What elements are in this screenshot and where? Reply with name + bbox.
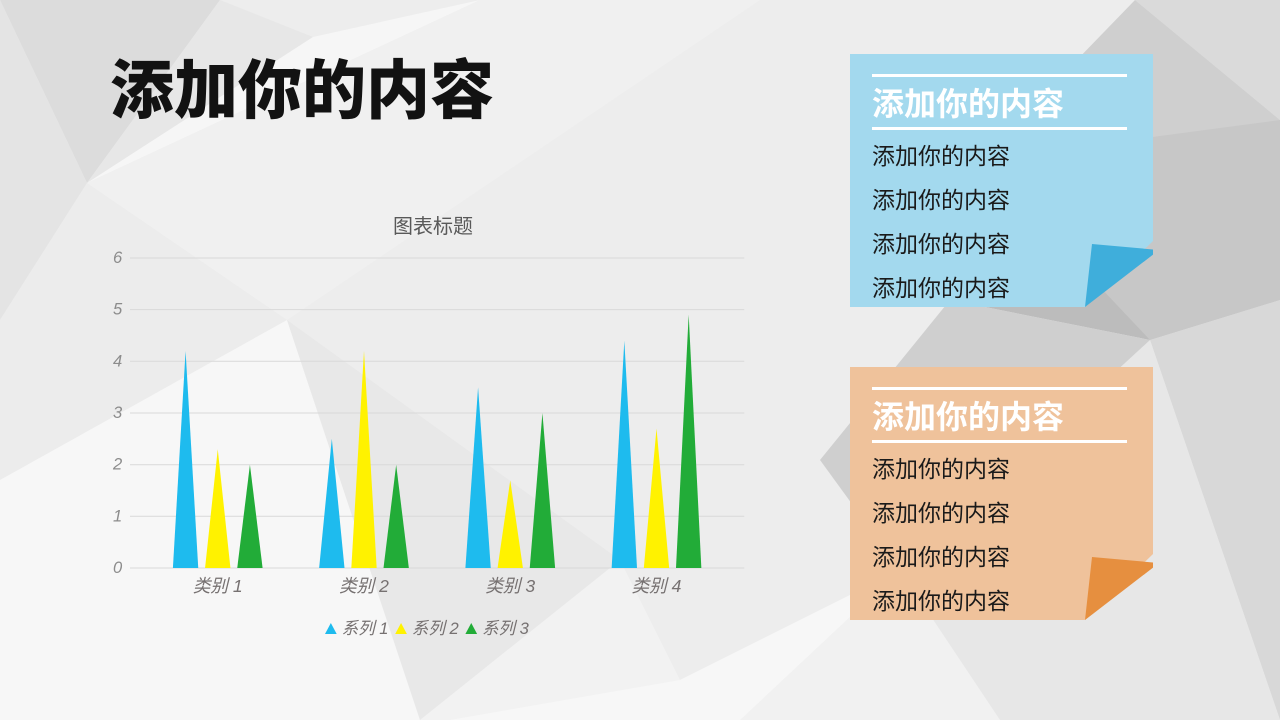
svg-text:系列 3: 系列 3 <box>482 619 530 638</box>
svg-text:类别 2: 类别 2 <box>339 576 389 596</box>
svg-text:3: 3 <box>113 403 123 422</box>
svg-text:0: 0 <box>113 558 123 577</box>
svg-text:4: 4 <box>113 351 122 370</box>
svg-text:2: 2 <box>112 455 123 474</box>
svg-text:类别 4: 类别 4 <box>632 576 682 596</box>
svg-text:6: 6 <box>113 248 123 267</box>
svg-text:1: 1 <box>113 506 122 525</box>
svg-text:类别 1: 类别 1 <box>193 576 243 596</box>
svg-text:系列 1: 系列 1 <box>342 619 389 638</box>
svg-text:5: 5 <box>113 299 123 318</box>
svg-text:系列 2: 系列 2 <box>412 619 460 638</box>
svg-text:类别 3: 类别 3 <box>485 576 535 596</box>
